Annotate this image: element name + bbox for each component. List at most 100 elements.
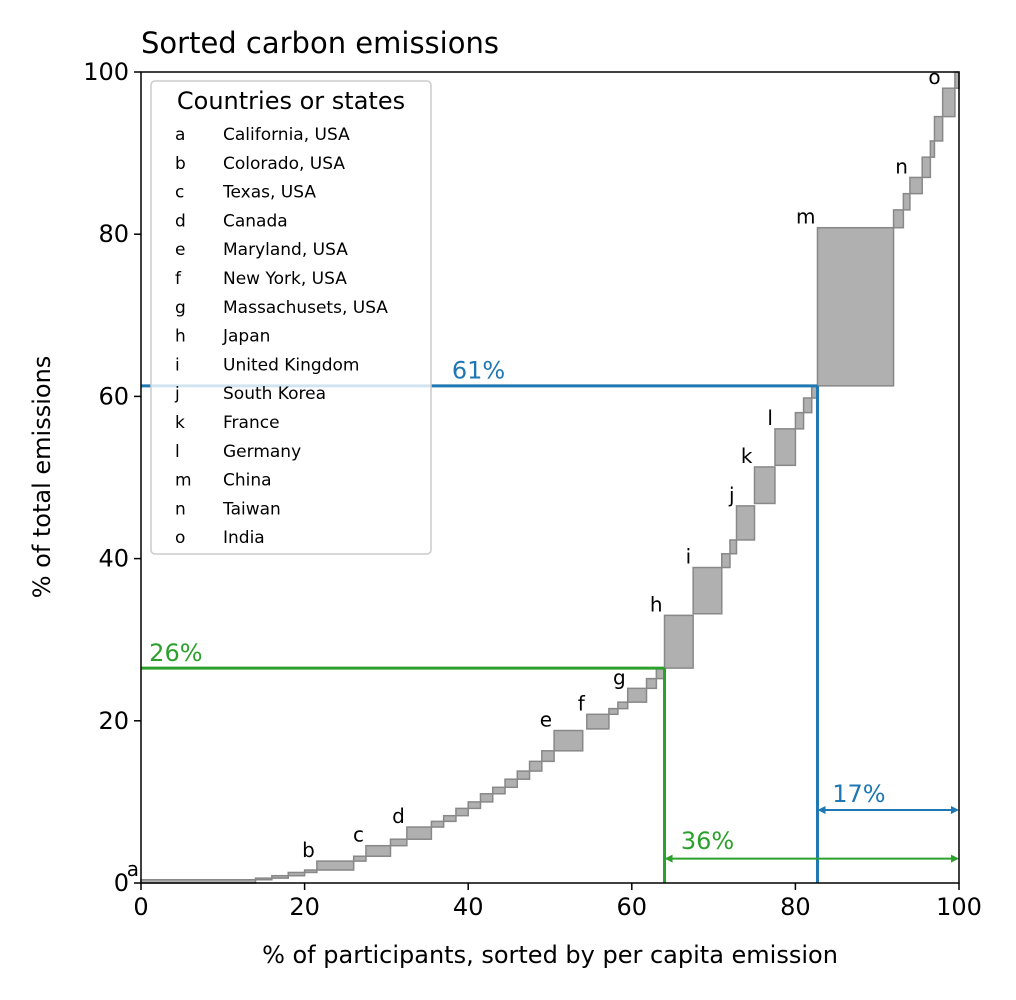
legend-key-b: b [175,154,186,174]
legend-entry-o: India [223,528,265,548]
minor-box [442,814,457,823]
country-box-k [753,466,776,505]
legend-key-j: j [174,384,180,404]
country-box-i [692,566,723,615]
legend-key-g: g [175,298,186,318]
country-box-n [909,176,923,195]
minor-box [516,770,531,780]
axis-ticks: 0 20 40 60 80 100 0 20 40 60 80 100 [83,58,982,921]
minor-box [729,539,738,555]
green-arrow-head-right [951,854,959,863]
legend-key-h: h [175,327,186,347]
country-box-m [816,226,895,387]
legend-key-e: e [175,240,185,260]
green-reference-line-label: 26% [149,639,202,667]
x-tick-label: 40 [453,893,484,921]
legend-entry-j: South Korea [223,384,326,404]
country-box-label-c: c [353,823,364,847]
legend-key-a: a [175,125,185,145]
minor-box [921,156,932,179]
y-tick-label: 60 [98,382,129,410]
legend-key-n: n [175,499,186,519]
x-tick-label: 0 [133,893,148,921]
country-box-d [406,826,433,840]
country-box-label-e: e [540,708,552,732]
legend-key-c: c [175,183,184,203]
y-tick-label: 0 [114,869,129,897]
minor-box [528,760,543,772]
green-arrow-label: 36% [681,827,734,855]
x-tick-label: 20 [289,893,320,921]
minor-box [271,874,289,879]
legend-key-l: l [175,442,180,462]
legend-entry-i: United Kingdom [223,355,359,375]
axes-frame [140,71,960,884]
minor-box [933,115,944,142]
legend-entry-d: Canada [223,211,288,231]
legend-entry-g: Massachusets, USA [223,298,388,318]
country-box-label-g: g [613,665,626,689]
legend-entry-c: Texas, USA [222,183,316,203]
legend-entry-n: Taiwan [222,499,281,519]
chart-title: Sorted carbon emissions [141,26,499,60]
minor-box [479,793,494,803]
blue-arrow-head-right [951,806,959,815]
minor-box [389,838,408,847]
blue-arrow-label: 17% [832,780,885,808]
green-arrow-head-left [664,854,673,863]
minor-box [617,701,629,710]
minor-box [802,397,813,414]
country-box-c [365,844,392,857]
x-tick-label: 100 [936,893,982,921]
legend-frame [150,80,432,555]
country-box-label-a: a [127,857,139,881]
legend-key-d: d [175,211,186,231]
y-axis-label: % of total emissions [28,356,56,599]
legend-key-k: k [175,413,185,433]
y-tick-label: 100 [83,58,129,86]
minor-box [467,801,482,810]
legend-key-m: m [175,471,192,491]
minor-box [541,750,555,763]
minor-box [491,786,506,795]
x-tick-label: 60 [617,893,648,921]
minor-box [892,209,905,229]
legend-entry-e: Maryland, USA [223,240,348,260]
legend-entry-m: China [223,471,272,491]
country-box-label-d: d [392,804,405,828]
legend-key-f: f [175,269,182,289]
country-box-label-m: m [796,205,815,229]
blue-reference-line-label: 61% [452,357,505,385]
blue-arrow-head-left [817,806,826,815]
y-tick-label: 80 [98,220,129,248]
minor-box [721,552,731,569]
country-box-f [586,713,610,730]
minor-box [608,707,619,716]
minor-box [504,778,519,789]
country-box-l [774,428,797,467]
legend-entry-b: Colorado, USA [223,154,345,174]
legend-key-i: i [175,355,180,375]
minor-box [455,807,469,817]
country-box-o [941,87,956,118]
x-tick-label: 80 [780,893,811,921]
country-box-label-f: f [578,691,586,715]
country-box-e [553,729,584,752]
country-box-b [316,860,355,871]
legend-key-o: o [175,528,185,548]
minor-box [352,855,367,862]
country-box-label-o: o [928,65,940,89]
legend-entry-a: California, USA [223,125,350,145]
minor-box [929,140,936,158]
country-box-label-i: i [686,545,692,569]
minor-box [902,192,911,211]
minor-box [303,869,318,874]
legend-title: Countries or states [177,87,405,115]
country-box-label-k: k [741,444,753,468]
legend-entry-k: France [223,413,280,433]
legend-entry-l: Germany [223,442,301,462]
country-box-label-l: l [767,406,773,430]
legend-entry-f: New York, USA [223,269,347,289]
minor-box [254,877,273,881]
country-box-h [663,614,694,669]
